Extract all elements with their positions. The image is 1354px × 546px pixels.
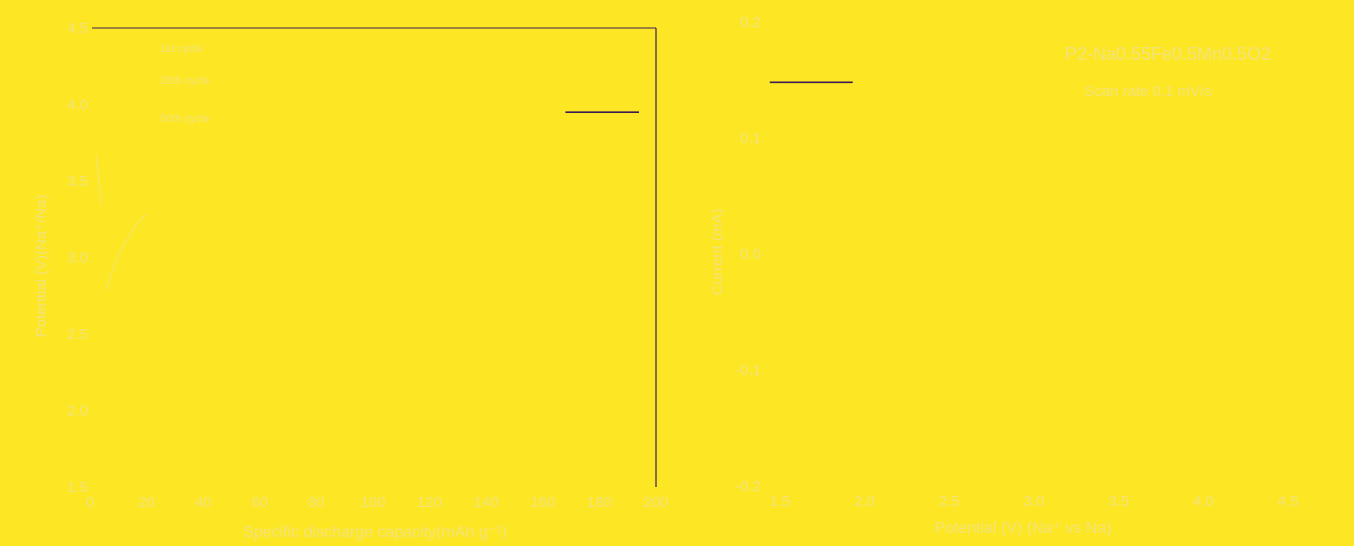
right-y-tick-label: -0.1 bbox=[735, 362, 761, 379]
right-y-tick-label: 0.1 bbox=[740, 130, 761, 147]
left-x-tick-label: 160 bbox=[530, 494, 555, 511]
left-y-tick-label: 2.5 bbox=[67, 326, 88, 343]
left-y-axis-label: Potential (V)(Na⁺/Na) bbox=[33, 195, 50, 338]
annotation-material-formula: P2-Na0.55Fe0.5Mn0.5O2 bbox=[1065, 44, 1271, 64]
left-ticks: 0 20 40 60 80 100 120 140 160 180 200 1.5 2.0 2.5 3.0 3… bbox=[67, 20, 668, 511]
right-y-tick-label: 0.2 bbox=[740, 14, 761, 31]
left-legend: 1st cycle 20th cycle 50th cycle bbox=[160, 43, 210, 125]
legend-entry-50th-cycle: 50th cycle bbox=[160, 113, 210, 125]
right-x-tick-label: 3.5 bbox=[1108, 493, 1129, 510]
right-x-tick-label: 2.5 bbox=[939, 493, 960, 510]
right-x-tick-label: 2.0 bbox=[854, 493, 875, 510]
right-y-tick-label: 0.0 bbox=[740, 246, 761, 263]
left-axes bbox=[92, 27, 657, 487]
right-y-tick-label: -0.2 bbox=[735, 478, 761, 495]
left-x-tick-label: 40 bbox=[195, 494, 212, 511]
legend-entry-1st-cycle: 1st cycle bbox=[160, 43, 203, 55]
left-x-tick-label: 0 bbox=[86, 494, 94, 511]
left-x-tick-label: 100 bbox=[360, 494, 385, 511]
left-x-tick-label: 80 bbox=[308, 494, 325, 511]
left-x-tick-label: 120 bbox=[417, 494, 442, 511]
right-chart-cv: 1.5 2.0 2.5 3.0 3.5 4.0 4.5 -0.2 -0.1 0.0 0.1 0.2 P… bbox=[709, 14, 1298, 537]
annotation-scan-rate: Scan rate 0.1 mV/s bbox=[1084, 83, 1212, 100]
left-y-tick-label: 4.5 bbox=[67, 20, 88, 37]
right-x-tick-label: 1.5 bbox=[770, 493, 791, 510]
left-x-tick-label: 60 bbox=[251, 494, 268, 511]
left-y-tick-label: 4.0 bbox=[67, 97, 88, 114]
right-y-axis-label: Current (mA) bbox=[709, 209, 726, 296]
left-x-tick-label: 20 bbox=[138, 494, 155, 511]
legend-entry-20th-cycle: 20th cycle bbox=[160, 75, 210, 87]
left-x-axis-label: Specific discharge capacity(mAh g⁻¹) bbox=[243, 524, 507, 541]
left-chart-capacity: 0 20 40 60 80 100 120 140 160 180 200 1.5 2.0 2.5 3.0 3… bbox=[33, 20, 669, 541]
left-x-tick-label: 140 bbox=[474, 494, 499, 511]
right-x-tick-label: 4.0 bbox=[1193, 493, 1214, 510]
discharge-curve-fragment bbox=[105, 213, 147, 291]
right-x-tick-label: 3.0 bbox=[1024, 493, 1045, 510]
discharge-curve-fragment bbox=[95, 154, 102, 206]
right-x-tick-label: 4.5 bbox=[1278, 493, 1299, 510]
left-y-tick-label: 1.5 bbox=[67, 479, 88, 496]
left-x-tick-label: 200 bbox=[643, 494, 668, 511]
left-y-tick-label: 3.5 bbox=[67, 173, 88, 190]
left-marks bbox=[95, 111, 640, 291]
left-y-tick-label: 2.0 bbox=[67, 403, 88, 420]
right-x-axis-label: Potential (V) (Na⁺ vs Na) bbox=[934, 520, 1111, 537]
right-ticks: 1.5 2.0 2.5 3.0 3.5 4.0 4.5 -0.2 -0.1 0.0 0.1 0.2 bbox=[735, 14, 1298, 510]
left-x-tick-label: 180 bbox=[587, 494, 612, 511]
left-y-tick-label: 3.0 bbox=[67, 250, 88, 267]
